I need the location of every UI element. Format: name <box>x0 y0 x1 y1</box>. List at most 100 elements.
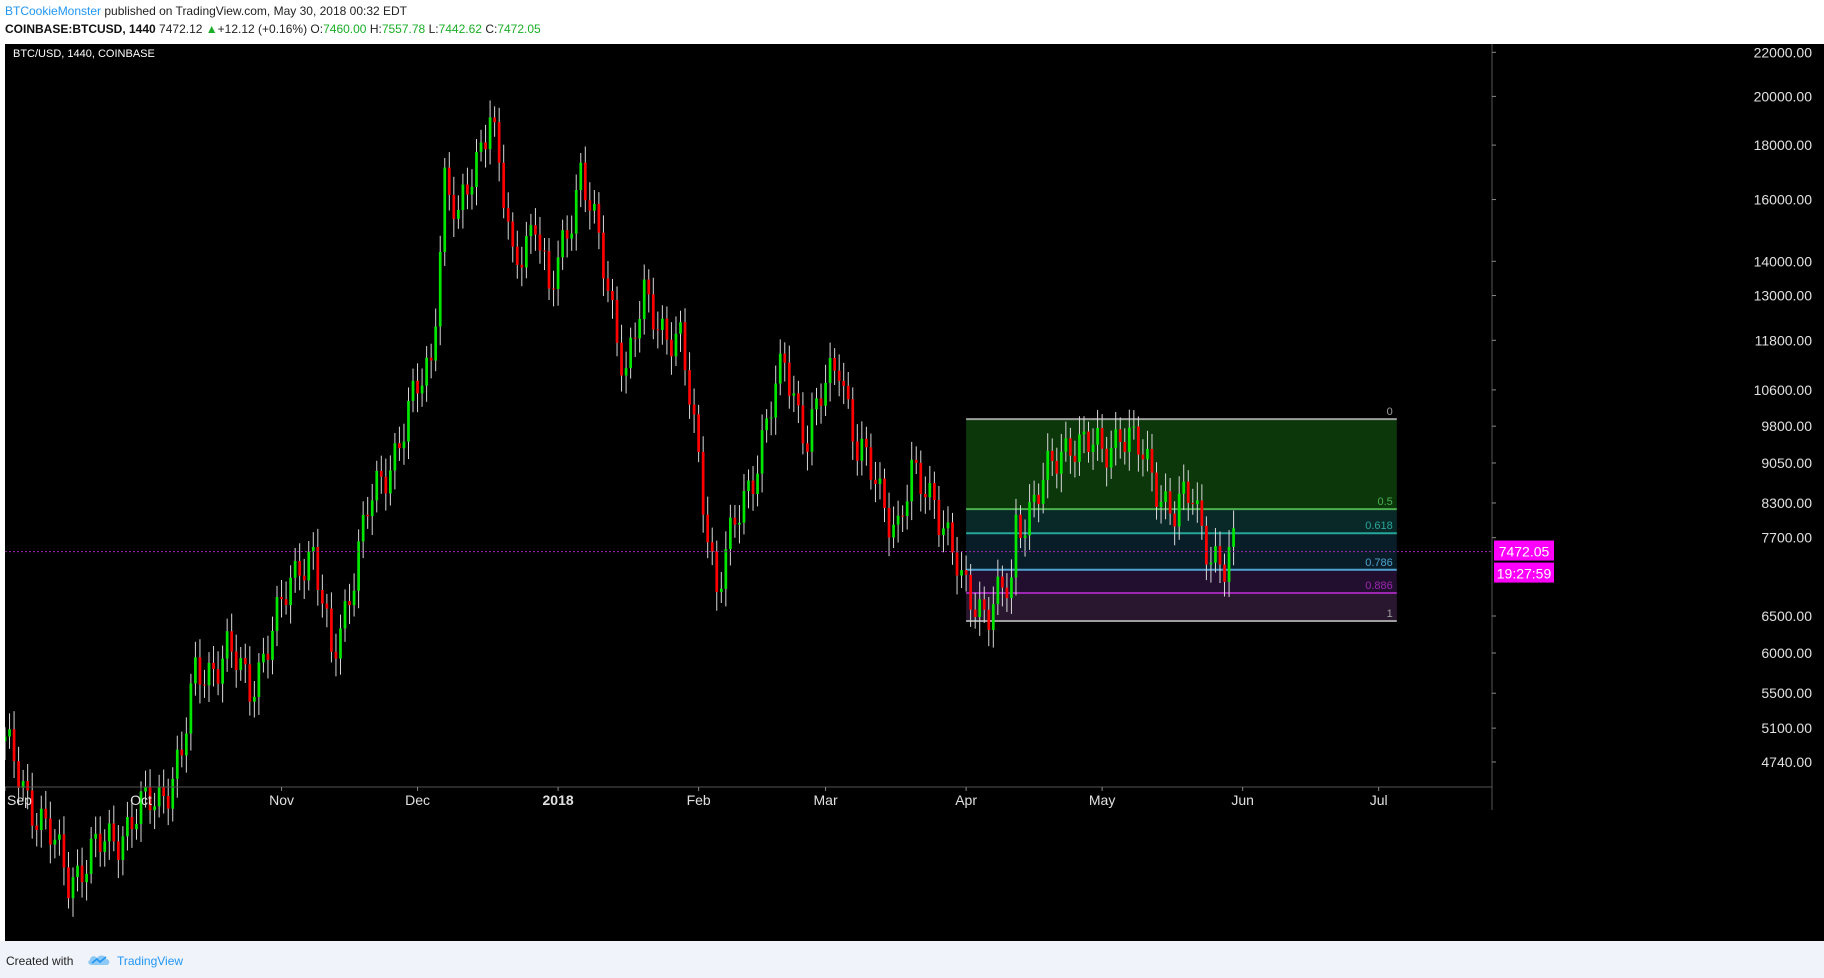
candle-body <box>973 609 977 618</box>
candle-body <box>1023 535 1027 539</box>
candle-body <box>1205 525 1208 565</box>
candle <box>5 727 7 760</box>
candle <box>1232 510 1235 566</box>
candle-body <box>982 599 986 610</box>
candle-body <box>1019 514 1022 539</box>
candle <box>184 717 188 773</box>
candle <box>1191 488 1195 515</box>
candle <box>638 300 642 353</box>
candle-body <box>379 470 383 477</box>
candle <box>234 634 238 688</box>
candle <box>1155 462 1158 520</box>
candle-body <box>874 479 877 484</box>
y-tick-label-3: 16000.00 <box>1754 192 1813 208</box>
candle <box>1055 447 1059 489</box>
candle <box>375 460 379 513</box>
x-tick-label-8: May <box>1089 792 1115 808</box>
candle-body <box>497 122 501 163</box>
candle-body <box>846 385 850 400</box>
candle <box>969 563 973 627</box>
candle <box>1118 417 1122 459</box>
candle-body <box>901 515 905 517</box>
candle <box>561 219 564 270</box>
candle-body <box>878 478 882 484</box>
candle <box>311 532 315 570</box>
candle <box>8 713 11 749</box>
candle <box>651 277 655 340</box>
y-tick-label-15: 5100.00 <box>1761 720 1812 736</box>
candle-body <box>398 443 401 449</box>
open-label: O: <box>310 22 324 36</box>
chart-area[interactable]: BTC/USD, 1440, COINBASE 0 0.5 0.618 0.786 0.8… <box>5 44 1824 941</box>
candle-body <box>1064 438 1068 452</box>
candle <box>1168 477 1172 525</box>
candle <box>216 651 220 696</box>
candle <box>103 829 107 867</box>
candle-body <box>942 528 945 536</box>
candle-body <box>851 399 855 442</box>
candle-body <box>221 658 224 684</box>
low-label: L: <box>428 22 439 36</box>
y-tick-label-0: 22000.00 <box>1754 44 1813 60</box>
candle-body <box>869 447 873 480</box>
candle-body <box>166 795 170 809</box>
candle <box>692 388 696 434</box>
candle-body <box>39 808 43 830</box>
candle <box>602 215 605 296</box>
candle <box>837 354 841 397</box>
candle-body <box>1109 447 1113 468</box>
candle-body <box>769 417 773 419</box>
chart-svg[interactable]: BTC/USD, 1440, COINBASE 0 0.5 0.618 0.786 0.8… <box>5 44 1824 941</box>
candle <box>466 167 469 210</box>
candle <box>1209 546 1213 583</box>
tradingview-link[interactable]: TradingView <box>117 954 184 968</box>
candle <box>964 555 968 592</box>
candle-body <box>384 476 388 494</box>
x-tick-label-7: Apr <box>955 792 977 808</box>
candle <box>896 500 900 543</box>
candle-body <box>751 480 755 494</box>
candle-body <box>797 393 800 406</box>
countdown-label: 19:27:59 <box>1497 566 1552 582</box>
candle-body <box>729 517 732 550</box>
candle <box>53 829 57 859</box>
candle <box>257 653 261 715</box>
candle-body <box>1141 454 1145 460</box>
candle-body <box>139 791 143 825</box>
x-tick-label-6: Mar <box>814 792 838 808</box>
candle <box>194 641 197 696</box>
candlestick-chart[interactable]: BTC/USD, 1440, COINBASE 0 0.5 0.618 0.786 0.8… <box>5 44 1824 941</box>
candle <box>701 436 705 533</box>
last-price: 7472.12 <box>159 22 203 36</box>
candle <box>611 278 614 319</box>
candle-body <box>651 294 655 330</box>
candle <box>1132 410 1136 440</box>
candle-body <box>420 385 424 394</box>
candle <box>207 652 211 703</box>
author-link[interactable]: BTCookieMonster <box>5 4 102 18</box>
candle-body <box>85 873 88 883</box>
candle <box>910 441 914 521</box>
candle <box>751 466 755 511</box>
candle <box>1032 480 1036 518</box>
tradingview-cloud-icon[interactable] <box>86 951 112 967</box>
candle-body <box>515 246 519 265</box>
candle <box>579 152 583 208</box>
candle <box>833 348 836 386</box>
fib-level-label-1: 0.5 <box>1377 496 1392 508</box>
candle-body <box>833 357 836 371</box>
candle-body <box>665 318 669 340</box>
candle-body <box>194 657 197 684</box>
candle-body <box>370 500 374 517</box>
candle <box>1100 414 1104 463</box>
candle-body <box>629 337 632 369</box>
candle-body <box>887 507 891 538</box>
candle-body <box>1182 481 1186 494</box>
candle <box>271 616 274 675</box>
candle <box>307 541 311 591</box>
candle <box>978 581 982 636</box>
candle <box>883 468 886 523</box>
candle <box>1227 530 1231 597</box>
candle <box>1037 483 1041 523</box>
candle-body <box>302 575 306 581</box>
